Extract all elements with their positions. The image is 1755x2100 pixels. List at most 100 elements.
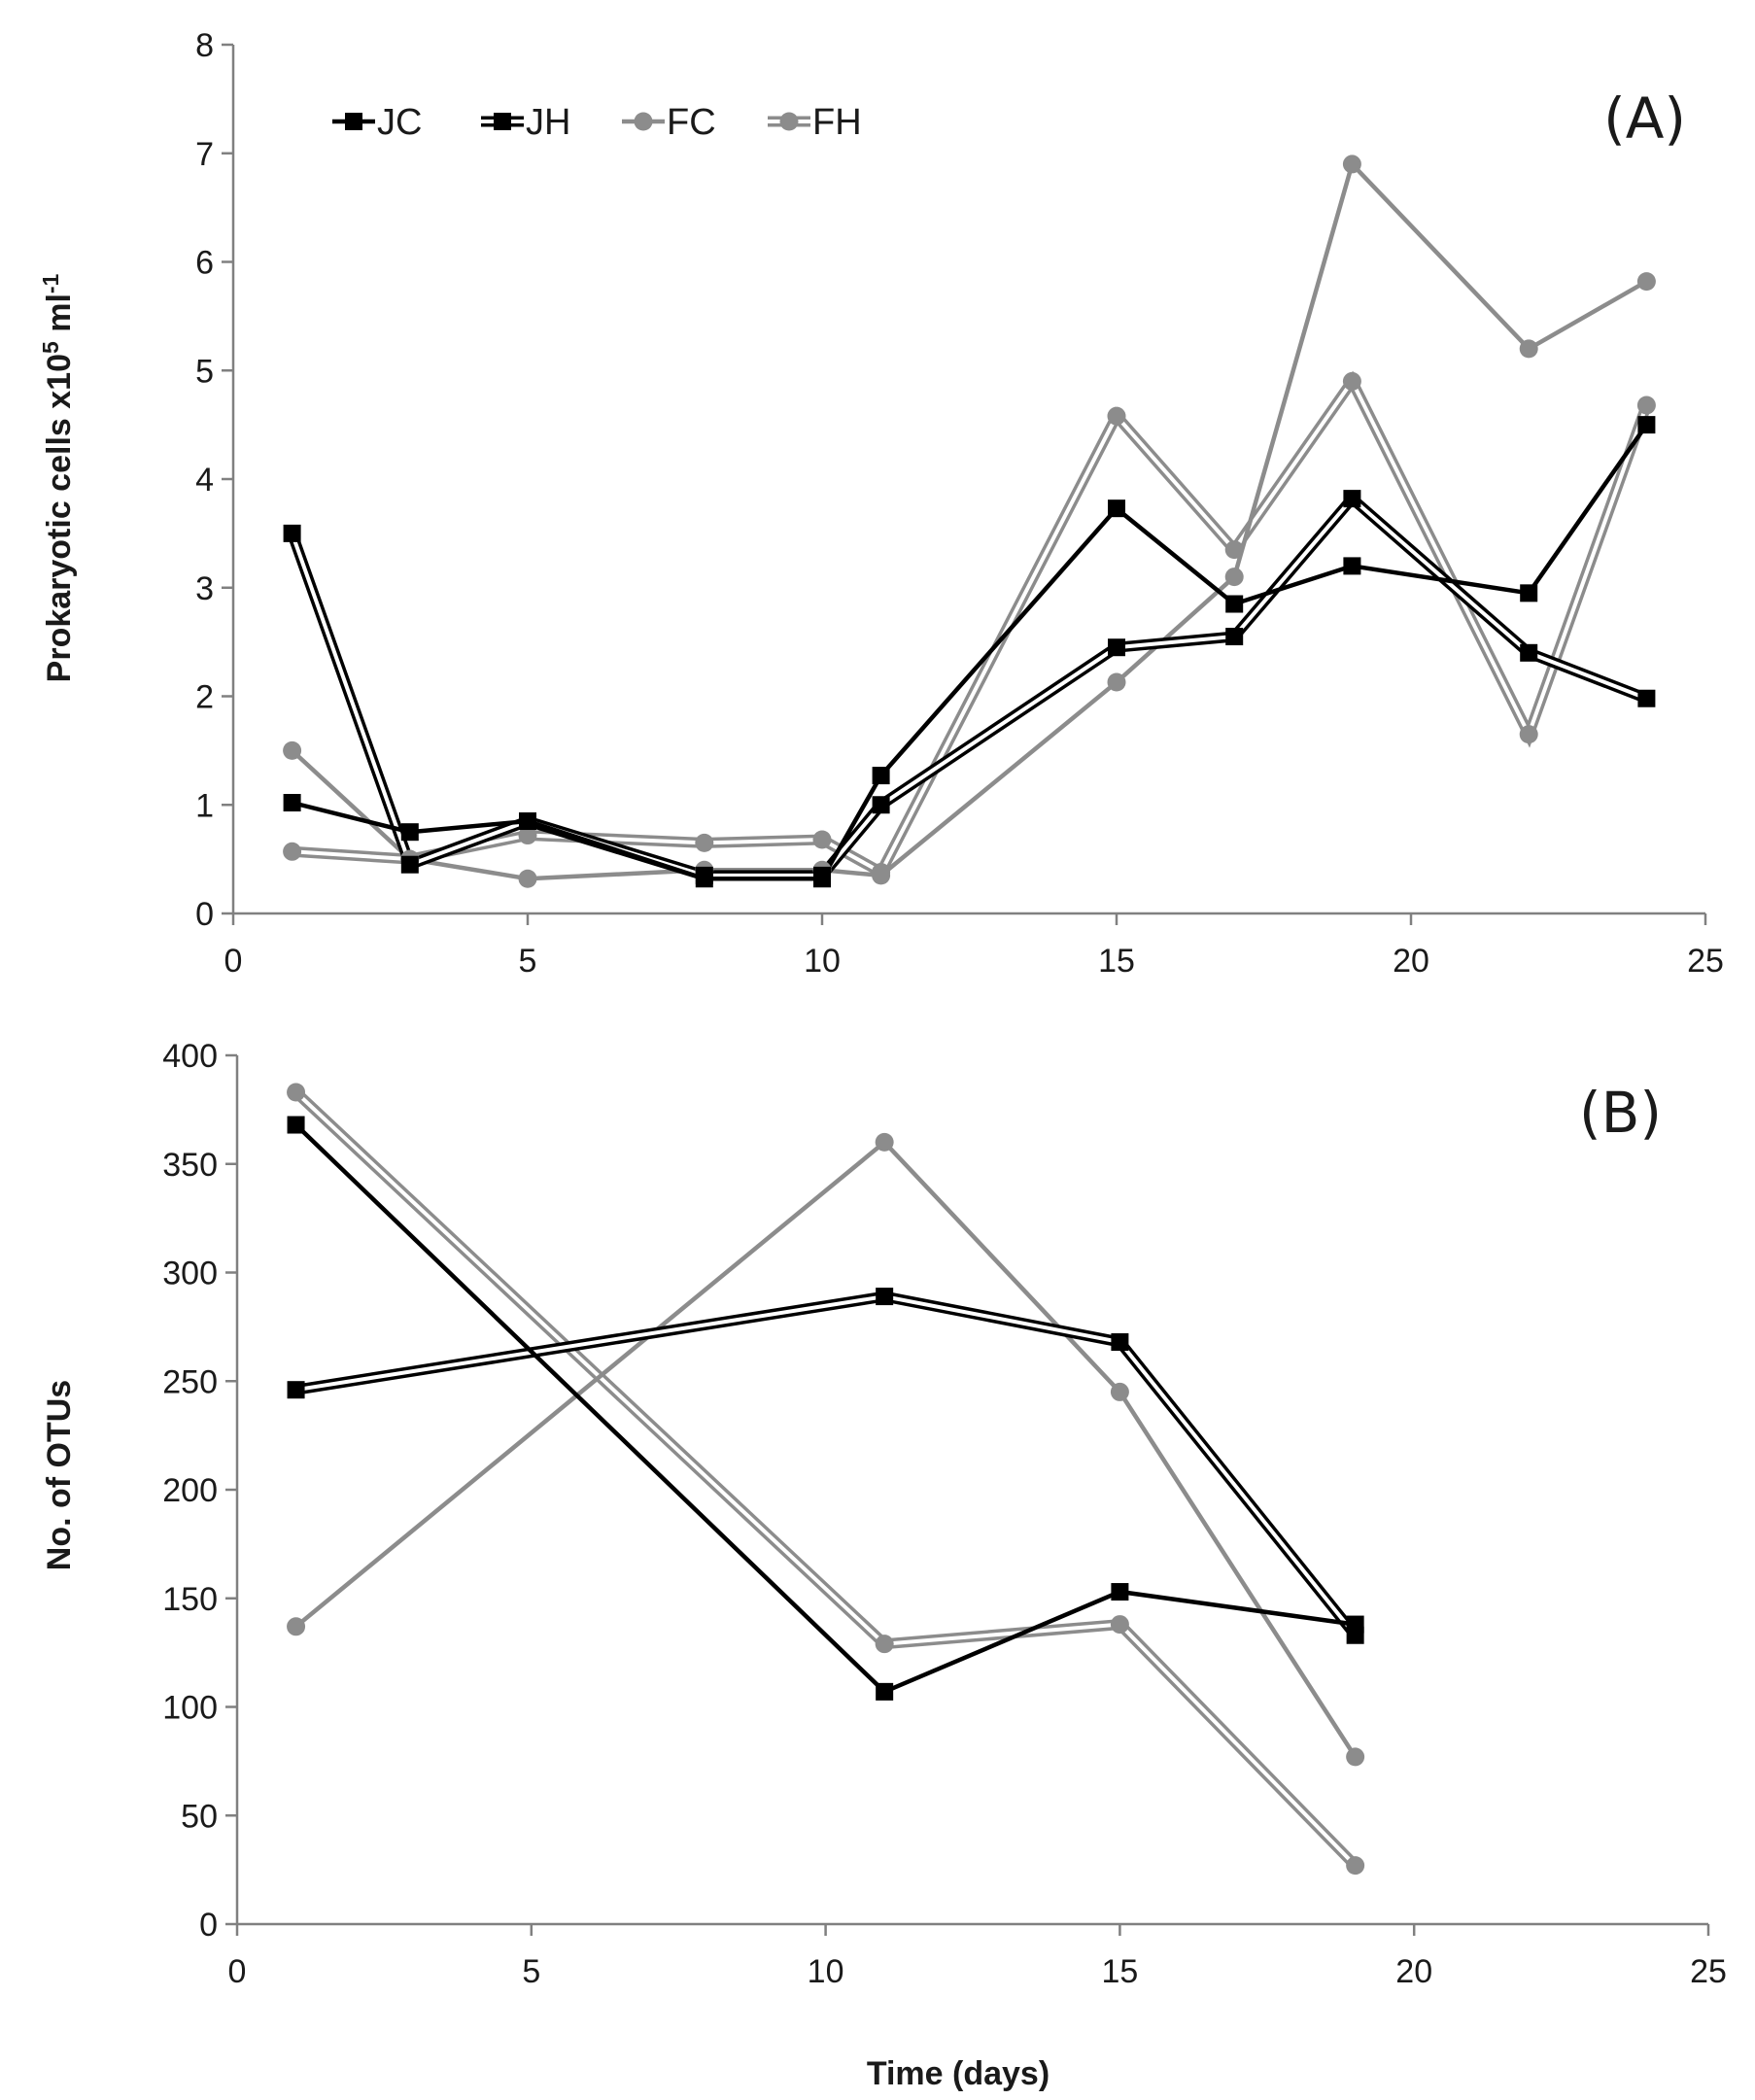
panel-a-series-jc-point <box>1637 416 1656 434</box>
panel-b-y-axis-title: No. of OTUs <box>41 1380 78 1570</box>
panel-a-series-jc-point <box>1520 584 1538 602</box>
panel-a-series-fh-line-inner <box>292 377 1649 876</box>
panel-a-series-jc-point <box>813 870 831 888</box>
panel-a-series-fh-point <box>812 830 832 849</box>
panel-b-series-fc-point <box>287 1617 306 1636</box>
panel-a-x-tick-label: 5 <box>519 943 537 980</box>
legend-label: JC <box>377 102 422 143</box>
panel-a-series-jh-point <box>1343 490 1361 508</box>
panel-b-y-tick-label: 250 <box>162 1363 218 1400</box>
panel-b-series-jc-point <box>1346 1615 1364 1634</box>
panel-b-y-tick-label: 0 <box>199 1907 218 1944</box>
panel-a-x-tick-label: 20 <box>1393 943 1429 980</box>
panel-a-series-jh-point <box>872 796 890 814</box>
panel-a-legend: JC JH FC FH <box>332 102 862 143</box>
panel-b-series-jc-point <box>1111 1583 1129 1601</box>
panel-b-marks: 0 50 100 150 200 250 300 350 400 0 5 10 15 20 25 <box>162 1038 1727 1990</box>
legend-label: FH <box>812 102 862 143</box>
panel-a-y-axis-title: Prokaryotic cells x105 ml-1 <box>38 273 78 682</box>
panel-b-series-jc-line <box>294 1122 1356 1695</box>
panel-a-y-tick-label: 7 <box>195 136 214 173</box>
panel-b-y-tick-label: 350 <box>162 1147 218 1184</box>
panel-a-series-fh-point <box>1107 406 1126 426</box>
legend-label: FC <box>667 102 716 143</box>
panel-a-marks: 0 1 2 3 4 5 6 7 8 0 5 10 15 20 25 <box>195 27 1724 980</box>
panel-a-y-tick-label: 8 <box>195 27 214 64</box>
panel-a-series-fc-point <box>1107 672 1126 692</box>
panel-a-series-jh-point <box>1520 643 1538 662</box>
panel-a-x-tick-label: 25 <box>1687 943 1724 980</box>
panel-b-series-fc-point <box>1110 1382 1129 1401</box>
panel-a-series-fc-point <box>1342 155 1361 174</box>
panel-a-y-tick-label: 2 <box>195 679 214 716</box>
panel-b-y-tick-label: 400 <box>162 1038 218 1075</box>
legend-label: JH <box>526 102 570 143</box>
panel-b-series-fc-point <box>1346 1747 1365 1767</box>
panel-a-series-jc-point <box>283 794 301 812</box>
panel-b-y-tick-label: 100 <box>162 1690 218 1727</box>
panel-a-y-tick-label: 5 <box>195 353 214 390</box>
legend-item-fc: FC <box>622 102 716 143</box>
panel-a-series-fh-point <box>518 826 537 845</box>
panel-a-series-jh-point <box>283 524 301 542</box>
panel-a-series-jc-point <box>1343 557 1361 575</box>
panel-a-series-fc-point <box>1224 568 1244 587</box>
panel-a-series-fc-point <box>518 869 537 888</box>
legend-swatch-marker <box>634 112 653 131</box>
panel-a-series-jh-point <box>1637 689 1656 707</box>
legend-item-jh: JH <box>481 102 570 143</box>
panel-a-y-tick-label: 4 <box>195 462 214 499</box>
panel-a-y-tick-label: 1 <box>195 787 214 824</box>
panel-a-series-jh-point <box>1108 638 1125 657</box>
panel-a-series-jc-point <box>519 812 536 831</box>
panel-b-series-jh-line-inner <box>295 1294 1358 1636</box>
panel-b-series-fc-line <box>294 1139 1358 1759</box>
panel-a-series-jh-point <box>1225 628 1244 646</box>
panel-a-series-fc-point <box>872 866 891 885</box>
legend-item-fh: FH <box>768 102 862 143</box>
panel-a-x-tick-label: 15 <box>1098 943 1135 980</box>
panel-b-series-fh-point <box>1110 1615 1129 1635</box>
panel-b-label: (B) <box>1579 1080 1662 1146</box>
panel-a-series-fh-point <box>283 842 302 861</box>
panel-a-x-tick-label: 0 <box>224 943 243 980</box>
panel-b-series-fh-point <box>1346 1856 1365 1876</box>
panel-a-series-fc-line <box>291 159 1648 881</box>
panel-b-series-jh-point <box>287 1381 305 1399</box>
panel-a-y-tick-label: 3 <box>195 570 214 607</box>
legend-swatch-marker <box>494 113 511 130</box>
legend-swatch-marker <box>345 113 362 130</box>
panel-a-series-fc-point <box>1636 272 1656 292</box>
panel-a-series-jc-point <box>1225 595 1244 613</box>
panel-a-series-jc-line <box>292 423 1649 881</box>
panel-a-series-fc-point <box>1519 339 1538 359</box>
panel-a-series-fh-point <box>1636 396 1656 415</box>
panel-a-series-fh-point <box>1224 540 1244 560</box>
panel-a-series-fh-point <box>1519 725 1538 744</box>
panel-b-x-tick-label: 25 <box>1690 1953 1727 1990</box>
panel-b-series-jc-point <box>876 1682 894 1701</box>
panel-a-series-fh-line-outer <box>292 370 1652 880</box>
panel-a-label: (A) <box>1603 86 1686 152</box>
panel-a-series-jh-point <box>400 855 419 874</box>
panel-b-series-fh-line-inner <box>294 1090 1358 1868</box>
panel-a-chart: 0 1 2 3 4 5 6 7 8 0 5 10 15 20 25 (A) Prokaryotic cell… <box>38 27 1724 980</box>
panel-a-series-fh-point <box>1342 371 1361 391</box>
panel-a-x-tick-label: 10 <box>804 943 841 980</box>
panel-b-x-tick-label: 15 <box>1101 1953 1138 1990</box>
panel-a-y-tick-label: 6 <box>195 245 214 282</box>
legend-item-jc: JC <box>332 102 422 143</box>
panel-b-x-tick-label: 20 <box>1395 1953 1432 1990</box>
panel-b-x-axis-title: Time (days) <box>867 2055 1050 2092</box>
panel-b-x-tick-label: 10 <box>808 1953 844 1990</box>
panel-b-series-jh-point <box>1111 1333 1129 1352</box>
panel-a-series-jc-point <box>872 767 890 785</box>
panel-a-series-jc-point <box>400 823 419 842</box>
panel-b-series-jc-point <box>287 1116 305 1134</box>
panel-b-x-tick-label: 0 <box>228 1953 247 1990</box>
panel-b-y-tick-label: 300 <box>162 1256 218 1292</box>
legend-swatch-marker <box>779 112 799 131</box>
panel-b-series-fc-point <box>875 1132 894 1152</box>
panel-b-y-tick-label: 150 <box>162 1581 218 1618</box>
